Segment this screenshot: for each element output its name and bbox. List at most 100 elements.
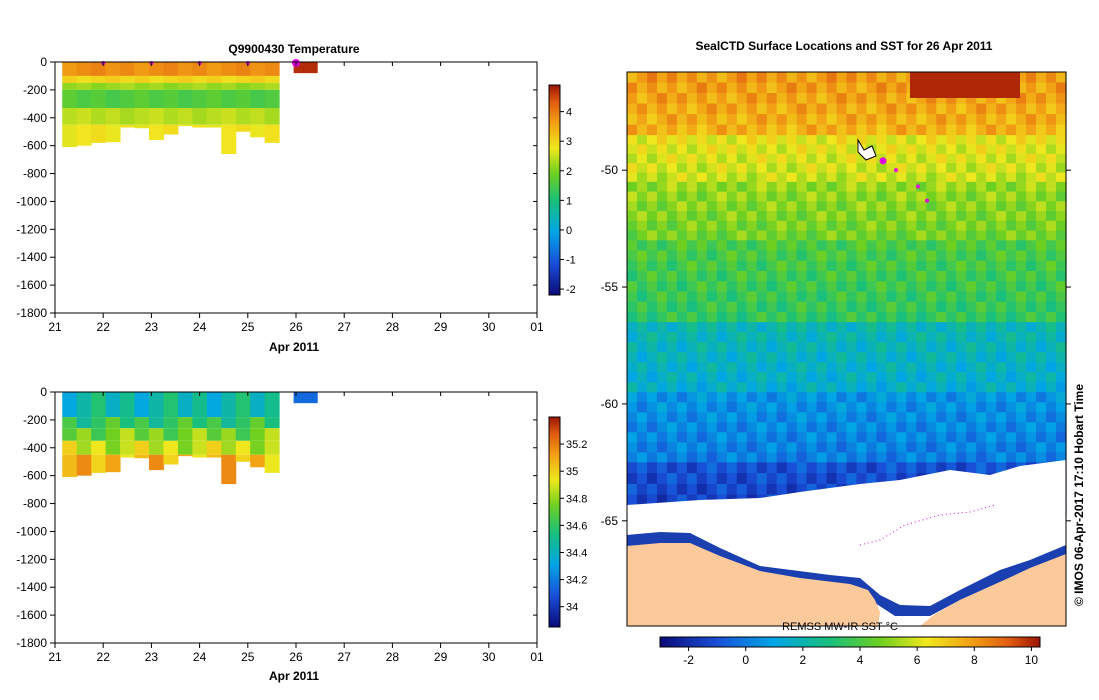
sst-cell	[776, 473, 788, 485]
sst-cell	[936, 172, 947, 183]
sst-cell	[686, 462, 698, 474]
sst-cell	[896, 172, 907, 183]
sst-cell	[976, 462, 987, 474]
sst-cell	[926, 191, 937, 202]
sst-cell	[966, 153, 977, 164]
sst-cell	[636, 220, 648, 232]
profile-cell	[76, 428, 92, 441]
sst-cell	[716, 342, 728, 353]
sst-cell	[836, 442, 848, 453]
profile-cell	[177, 108, 193, 125]
sst-cell	[866, 372, 878, 383]
sst-cell	[836, 432, 848, 443]
sst-cell	[736, 240, 748, 252]
sst-cell	[686, 144, 698, 155]
sst-cell	[896, 362, 907, 373]
sst-cell	[766, 153, 778, 164]
sst-cell	[1046, 301, 1057, 313]
sst-cell	[1016, 382, 1027, 393]
map-colorbar-tick-label: 0	[742, 653, 749, 667]
sst-cell	[996, 342, 1007, 353]
profile-cell	[235, 62, 251, 76]
sst-cell	[1016, 372, 1027, 383]
sst-cell	[826, 372, 838, 383]
sst-cell	[936, 163, 947, 174]
sst-cell	[656, 281, 668, 293]
profile-cell	[76, 89, 92, 109]
sst-cell	[696, 301, 708, 313]
sst-cell	[636, 342, 648, 353]
sst-cell	[646, 93, 658, 105]
sst-cell	[726, 382, 738, 393]
profile-cell	[177, 392, 193, 418]
sst-cell	[746, 240, 758, 252]
profile-cell	[91, 108, 107, 125]
sst-cell	[676, 220, 688, 232]
sst-cell	[666, 260, 678, 272]
sst-cell	[786, 153, 798, 164]
sst-cell	[786, 392, 798, 403]
sst-cell	[736, 311, 748, 323]
sst-cell	[906, 144, 917, 155]
sst-cell	[666, 494, 678, 506]
sst-cell	[836, 163, 848, 174]
sst-cell	[1056, 311, 1067, 323]
sst-cell	[1016, 402, 1027, 413]
sst-cell	[1006, 220, 1017, 232]
sst-cell	[806, 114, 818, 126]
sst-cell	[856, 135, 868, 146]
profile-cell	[91, 417, 107, 429]
sst-cell	[696, 270, 708, 282]
sst-cell	[766, 240, 778, 252]
sst-cell	[686, 372, 698, 383]
sst-cell	[936, 191, 947, 202]
sst-cell	[866, 211, 878, 222]
sst-cell	[926, 432, 937, 443]
sst-cell	[896, 163, 907, 174]
sst-cell	[1016, 260, 1027, 272]
sst-cell	[627, 211, 638, 222]
sst-cell	[1006, 144, 1017, 155]
sst-cell	[866, 114, 878, 126]
sst-cell	[806, 230, 818, 241]
sst-cell	[816, 220, 828, 232]
sst-cell	[996, 281, 1007, 293]
sst-cell	[676, 372, 688, 383]
sst-cell	[627, 322, 638, 333]
sst-cell	[896, 135, 907, 146]
sst-cell	[986, 352, 997, 363]
sst-cell	[696, 322, 708, 333]
sst-cell	[806, 342, 818, 353]
sst-cell	[976, 332, 987, 343]
sst-cell	[916, 135, 927, 146]
sst-cell	[926, 392, 937, 403]
profile-cell	[91, 82, 107, 90]
sst-cell	[876, 372, 888, 383]
sst-cell	[876, 322, 888, 333]
sst-cell	[726, 250, 738, 262]
temperature-title: Q9900430 Temperature	[228, 42, 360, 56]
sst-cell	[956, 281, 967, 293]
sst-cell	[636, 362, 648, 373]
sst-cell	[896, 422, 907, 433]
sst-cell	[876, 291, 888, 303]
sst-cell	[726, 240, 738, 252]
sst-cell	[866, 301, 878, 313]
sst-cell	[916, 250, 927, 262]
sst-cell	[766, 462, 778, 474]
sst-cell	[936, 322, 947, 333]
sst-cell	[996, 301, 1007, 313]
sst-cell	[696, 452, 708, 463]
sst-cell	[676, 114, 688, 126]
sst-cell	[956, 382, 967, 393]
sst-cell	[756, 442, 768, 453]
profile-cell	[192, 89, 208, 109]
sst-cell	[776, 250, 788, 262]
sst-cell	[706, 103, 718, 115]
sst-cell	[886, 181, 897, 193]
sst-cell	[816, 281, 828, 293]
sst-cell	[646, 260, 658, 272]
colorbar-tick-label: 35	[566, 466, 578, 478]
sst-cell	[646, 322, 658, 333]
